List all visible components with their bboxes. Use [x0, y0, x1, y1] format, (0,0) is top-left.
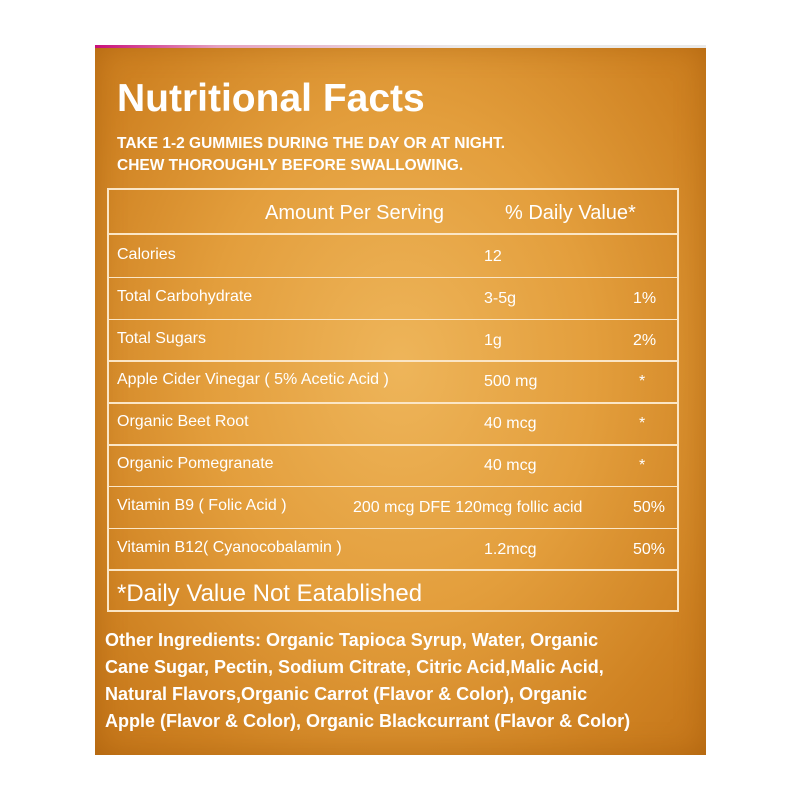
nutrient-name: Organic Pomegranate — [117, 455, 274, 472]
label-panel: Nutritional Facts TAKE 1-2 GUMMIES DURIN… — [95, 45, 706, 755]
nutrient-name: Apple Cider Vinegar ( 5% Acetic Acid ) — [117, 371, 389, 389]
footnote: *Daily Value Not Eatablished — [117, 580, 423, 607]
daily-value: 1% — [633, 289, 657, 307]
daily-value: 2% — [633, 331, 657, 349]
header-daily-value: % Daily Value* — [505, 202, 636, 224]
amount: 3-5g — [484, 289, 517, 307]
amount: 200 mcg DFE 120mcg follic acid — [353, 498, 583, 516]
ingredients-line: Apple (Flavor & Color), Organic Blackcur… — [105, 711, 631, 731]
amount: 12 — [484, 248, 502, 265]
daily-value: * — [639, 373, 646, 391]
nutrient-name: Total Sugars — [117, 329, 206, 347]
instruction: CHEW THOROUGHLY BEFORE SWALLOWING. — [117, 157, 464, 174]
row-divider — [109, 318, 677, 321]
nutrient-name: Organic Beet Root — [117, 413, 249, 431]
header-amount: Amount Per Serving — [265, 202, 444, 224]
amount: 40 mcg — [484, 415, 537, 433]
facts-table: Amount Per Serving % Daily Value* *Daily… — [107, 188, 679, 612]
amount: 40 mcg — [484, 457, 537, 474]
daily-value: 50% — [633, 540, 666, 558]
row-divider — [109, 233, 677, 235]
amount: 500 mg — [484, 373, 538, 391]
row-divider — [109, 485, 677, 488]
row-divider — [109, 276, 677, 279]
instruction: TAKE 1-2 GUMMIES DURING THE DAY OR AT NI… — [117, 135, 506, 152]
row-divider — [109, 527, 677, 530]
amount: 1g — [484, 331, 502, 349]
nutrient-name: Calories — [117, 246, 176, 263]
row-divider — [109, 360, 677, 362]
ingredients-line: Cane Sugar, Pectin, Sodium Citrate, Citr… — [105, 657, 604, 677]
row-divider — [109, 402, 677, 404]
amount: 1.2mcg — [484, 540, 537, 558]
daily-value: 50% — [633, 498, 666, 516]
title: Nutritional Facts — [117, 77, 425, 120]
ingredients-line: Natural Flavors,Organic Carrot (Flavor &… — [105, 684, 588, 704]
nutrient-name: Vitamin B9 ( Folic Acid ) — [117, 496, 287, 514]
ingredients-line: Other Ingredients: Organic Tapioca Syrup… — [105, 630, 599, 650]
daily-value: * — [639, 415, 646, 433]
daily-value: * — [639, 457, 646, 474]
row-divider — [109, 444, 677, 446]
nutrient-name: Total Carbohydrate — [117, 287, 253, 305]
nutrient-name: Vitamin B12( Cyanocobalamin ) — [117, 538, 342, 556]
row-divider — [109, 569, 677, 571]
